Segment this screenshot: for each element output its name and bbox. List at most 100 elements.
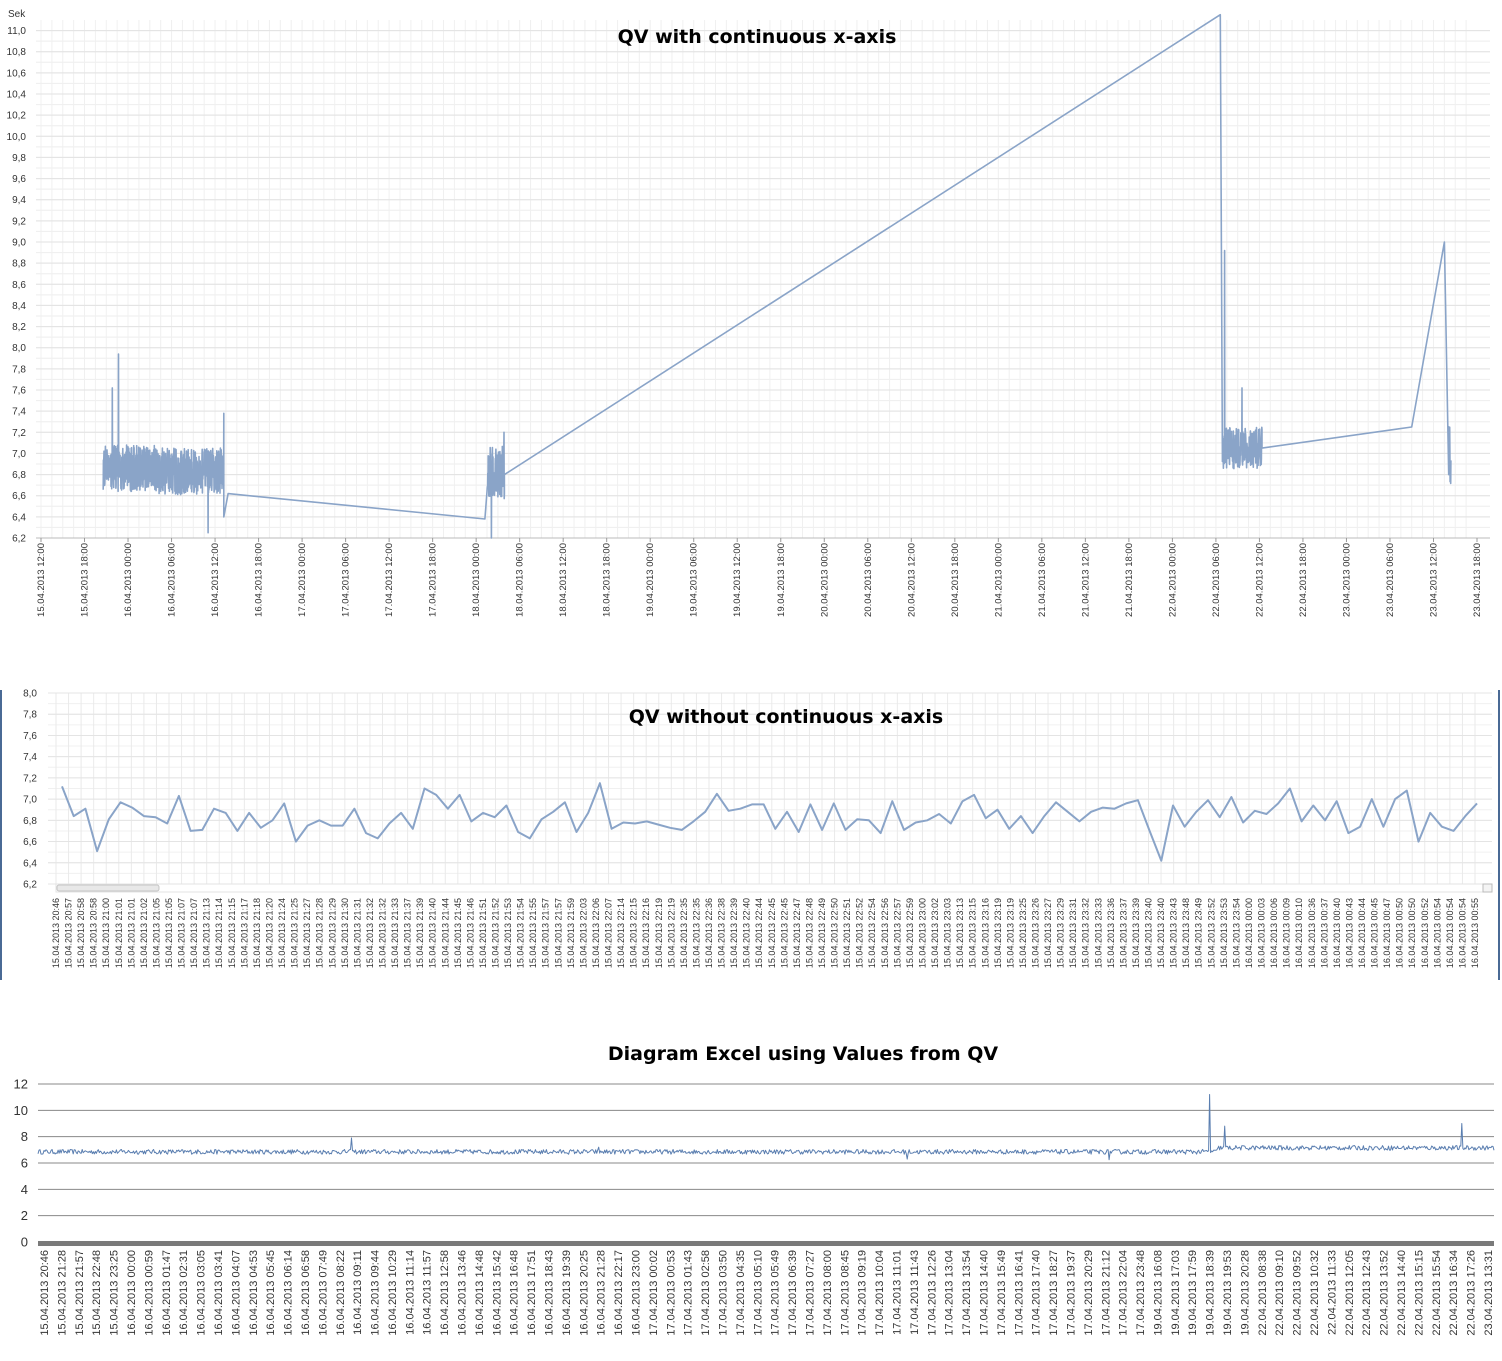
x-tick-label: 20.04.2013 12:00 bbox=[906, 543, 917, 617]
x-tick-label: 15.04.2013 22:14 bbox=[616, 898, 626, 968]
x-tick-label: 16.04.2013 09:44 bbox=[370, 1250, 382, 1336]
x-tick-label: 15.04.2013 22:59 bbox=[905, 898, 915, 968]
x-tick-label: 15.04.2013 21:27 bbox=[302, 898, 312, 968]
y-tick-label: 7,2 bbox=[23, 773, 37, 784]
x-tick-label: 16.04.2013 01:47 bbox=[161, 1250, 173, 1336]
x-tick-label: 15.04.2013 23:52 bbox=[1206, 898, 1216, 968]
scrollbar-thumb bbox=[56, 884, 160, 892]
x-tick-label: 22.04.2013 00:00 bbox=[1167, 543, 1178, 617]
x-tick-label: 15.04.2013 22:40 bbox=[742, 898, 752, 968]
x-tick-label: 16.04.2013 00:45 bbox=[1370, 898, 1380, 968]
x-tick-label: 16.04.2013 11:14 bbox=[404, 1250, 416, 1335]
x-tick-label: 15.04.2013 22:51 bbox=[842, 898, 852, 968]
scroll-right-button bbox=[1482, 883, 1493, 893]
x-tick-label: 17.04.2013 02:58 bbox=[700, 1250, 712, 1336]
x-tick-label: 16.04.2013 00:43 bbox=[1344, 898, 1354, 968]
x-tick-label: 15.04.2013 21:01 bbox=[114, 898, 124, 968]
x-tick-label: 16.04.2013 14:48 bbox=[474, 1250, 486, 1336]
x-tick-label: 15.04.2013 22:54 bbox=[867, 898, 877, 968]
x-tick-label: 20.04.2013 06:00 bbox=[863, 543, 874, 617]
x-tick-label: 17.04.2013 04:35 bbox=[735, 1250, 747, 1336]
x-tick-label: 15.04.2013 22:15 bbox=[629, 898, 639, 968]
x-tick-label: 16.04.2013 12:00 bbox=[210, 543, 221, 617]
x-tick-label: 15.04.2013 21:05 bbox=[164, 898, 174, 968]
x-tick-label: 16.04.2013 00:54 bbox=[1445, 898, 1455, 968]
x-tick-label: 15.04.2013 22:52 bbox=[855, 898, 865, 968]
y-tick-label: 7,4 bbox=[23, 752, 37, 763]
x-tick-label: 23.04.2013 18:00 bbox=[1472, 543, 1483, 617]
x-tick-label: 22.04.2013 10:32 bbox=[1309, 1250, 1321, 1336]
x-tick-label: 16.04.2013 07:49 bbox=[317, 1250, 329, 1336]
y-axis-label: Sek bbox=[8, 9, 26, 20]
x-tick-label: 15.04.2013 21:37 bbox=[403, 898, 413, 968]
x-tick-label: 22.04.2013 08:38 bbox=[1257, 1250, 1269, 1336]
x-tick-label: 15.04.2013 23:13 bbox=[955, 898, 965, 968]
x-tick-label: 15.04.2013 20:57 bbox=[64, 898, 74, 968]
x-tick-label: 15.04.2013 21:15 bbox=[227, 898, 237, 968]
x-tick-label: 15.04.2013 22:39 bbox=[729, 898, 739, 968]
x-tick-label: 16.04.2013 00:59 bbox=[143, 1250, 155, 1336]
x-tick-label: 15.04.2013 21:54 bbox=[516, 898, 526, 968]
y-tick-label: 9,4 bbox=[12, 195, 26, 206]
x-tick-label: 16.04.2013 11:57 bbox=[422, 1250, 434, 1335]
panel-border-left bbox=[0, 690, 2, 980]
y-tick-label: 8,4 bbox=[12, 301, 26, 312]
x-tick-label: 16.04.2013 00:00 bbox=[1244, 898, 1254, 968]
x-tick-label: 17.04.2013 10:04 bbox=[874, 1250, 886, 1336]
x-tick-label: 15.04.2013 23:48 bbox=[1181, 898, 1191, 968]
x-tick-label: 16.04.2013 00:47 bbox=[1382, 898, 1392, 968]
x-tick-label: 16.04.2013 21:28 bbox=[596, 1250, 608, 1336]
x-tick-label: 16.04.2013 00:00 bbox=[126, 1250, 138, 1336]
x-tick-label: 19.04.2013 18:39 bbox=[1205, 1250, 1217, 1336]
x-tick-label: 15.04.2013 20:46 bbox=[51, 898, 61, 968]
x-tick-label: 15.04.2013 22:45 bbox=[767, 898, 777, 968]
x-tick-label: 16.04.2013 00:37 bbox=[1319, 898, 1329, 968]
x-tick-label: 23.04.2013 06:00 bbox=[1385, 543, 1396, 617]
y-tick-label: 10,0 bbox=[7, 132, 27, 143]
y-tick-label: 10 bbox=[14, 1103, 28, 1118]
x-tick-label: 15.04.2013 23:00 bbox=[917, 898, 927, 968]
x-tick-label: 19.04.2013 17:03 bbox=[1170, 1250, 1182, 1336]
x-tick-label: 17.04.2013 15:49 bbox=[996, 1250, 1008, 1336]
x-tick-label: 22.04.2013 15:54 bbox=[1431, 1250, 1443, 1336]
x-tick-label: 16.04.2013 18:00 bbox=[254, 543, 265, 617]
x-tick-label: 16.04.2013 08:22 bbox=[335, 1250, 347, 1336]
x-tick-label: 17.04.2013 06:39 bbox=[787, 1250, 799, 1336]
x-tick-label: 15.04.2013 22:19 bbox=[666, 898, 676, 968]
x-tick-label: 15.04.2013 23:19 bbox=[993, 898, 1003, 968]
x-tick-label: 16.04.2013 10:29 bbox=[387, 1250, 399, 1336]
x-tick-label: 21.04.2013 00:00 bbox=[993, 543, 1004, 617]
y-tick-label: 7,6 bbox=[23, 731, 37, 742]
chart-continuous-svg: 6,2 6,4 6,6 6,8 7,0 7,2 7,4 7,6 7,8 8,0 8,2 8,4 8,6 8… bbox=[7, 9, 1490, 617]
y-tick-label: 7,4 bbox=[12, 407, 26, 418]
x-tick-label: 15.04.2013 21:28 bbox=[315, 898, 325, 968]
x-tick-label: 16.04.2013 00:06 bbox=[1269, 898, 1279, 968]
x-tick-label: 16.04.2013 00:50 bbox=[1395, 898, 1405, 968]
y-tick-label: 8,8 bbox=[12, 259, 26, 270]
y-tick-label: 6,2 bbox=[12, 534, 26, 545]
y-tick-label: 9,0 bbox=[12, 238, 26, 249]
y-tick-label: 10,2 bbox=[7, 111, 27, 122]
y-tick-label: 7,8 bbox=[23, 710, 37, 721]
x-axis-bar bbox=[38, 1241, 1494, 1246]
x-tick-label: 15.04.2013 23:27 bbox=[1043, 898, 1053, 968]
y-tick-label: 4 bbox=[21, 1182, 28, 1197]
x-tick-label: 18.04.2013 12:00 bbox=[558, 543, 569, 617]
y-tick-label: 2 bbox=[21, 1208, 28, 1223]
x-tick-label: 17.04.2013 07:27 bbox=[804, 1250, 816, 1336]
x-tick-label: 15.04.2013 22:35 bbox=[691, 898, 701, 968]
x-tick-label: 17.04.2013 11:43 bbox=[909, 1250, 921, 1335]
x-tick-label: 15.04.2013 21:59 bbox=[566, 898, 576, 968]
x-tick-label: 17.04.2013 08:45 bbox=[839, 1250, 851, 1336]
x-tick-label: 16.04.2013 00:54 bbox=[1457, 898, 1467, 968]
y-tick-label: 7,0 bbox=[12, 449, 26, 460]
x-tick-label: 17.04.2013 06:00 bbox=[341, 543, 352, 617]
x-tick-label: 22.04.2013 16:34 bbox=[1448, 1250, 1460, 1336]
x-tick-label: 17.04.2013 13:04 bbox=[944, 1250, 956, 1336]
x-tick-label: 17.04.2013 03:50 bbox=[718, 1250, 730, 1336]
chart-title: QV with continuous x-axis bbox=[618, 26, 897, 48]
x-tick-label: 17.04.2013 16:41 bbox=[1013, 1250, 1025, 1336]
x-tick-label: 15.04.2013 21:57 bbox=[541, 898, 551, 968]
chart-title: Diagram Excel using Values from QV bbox=[608, 1043, 999, 1065]
x-tick-label: 15.04.2013 23:31 bbox=[1068, 898, 1078, 968]
